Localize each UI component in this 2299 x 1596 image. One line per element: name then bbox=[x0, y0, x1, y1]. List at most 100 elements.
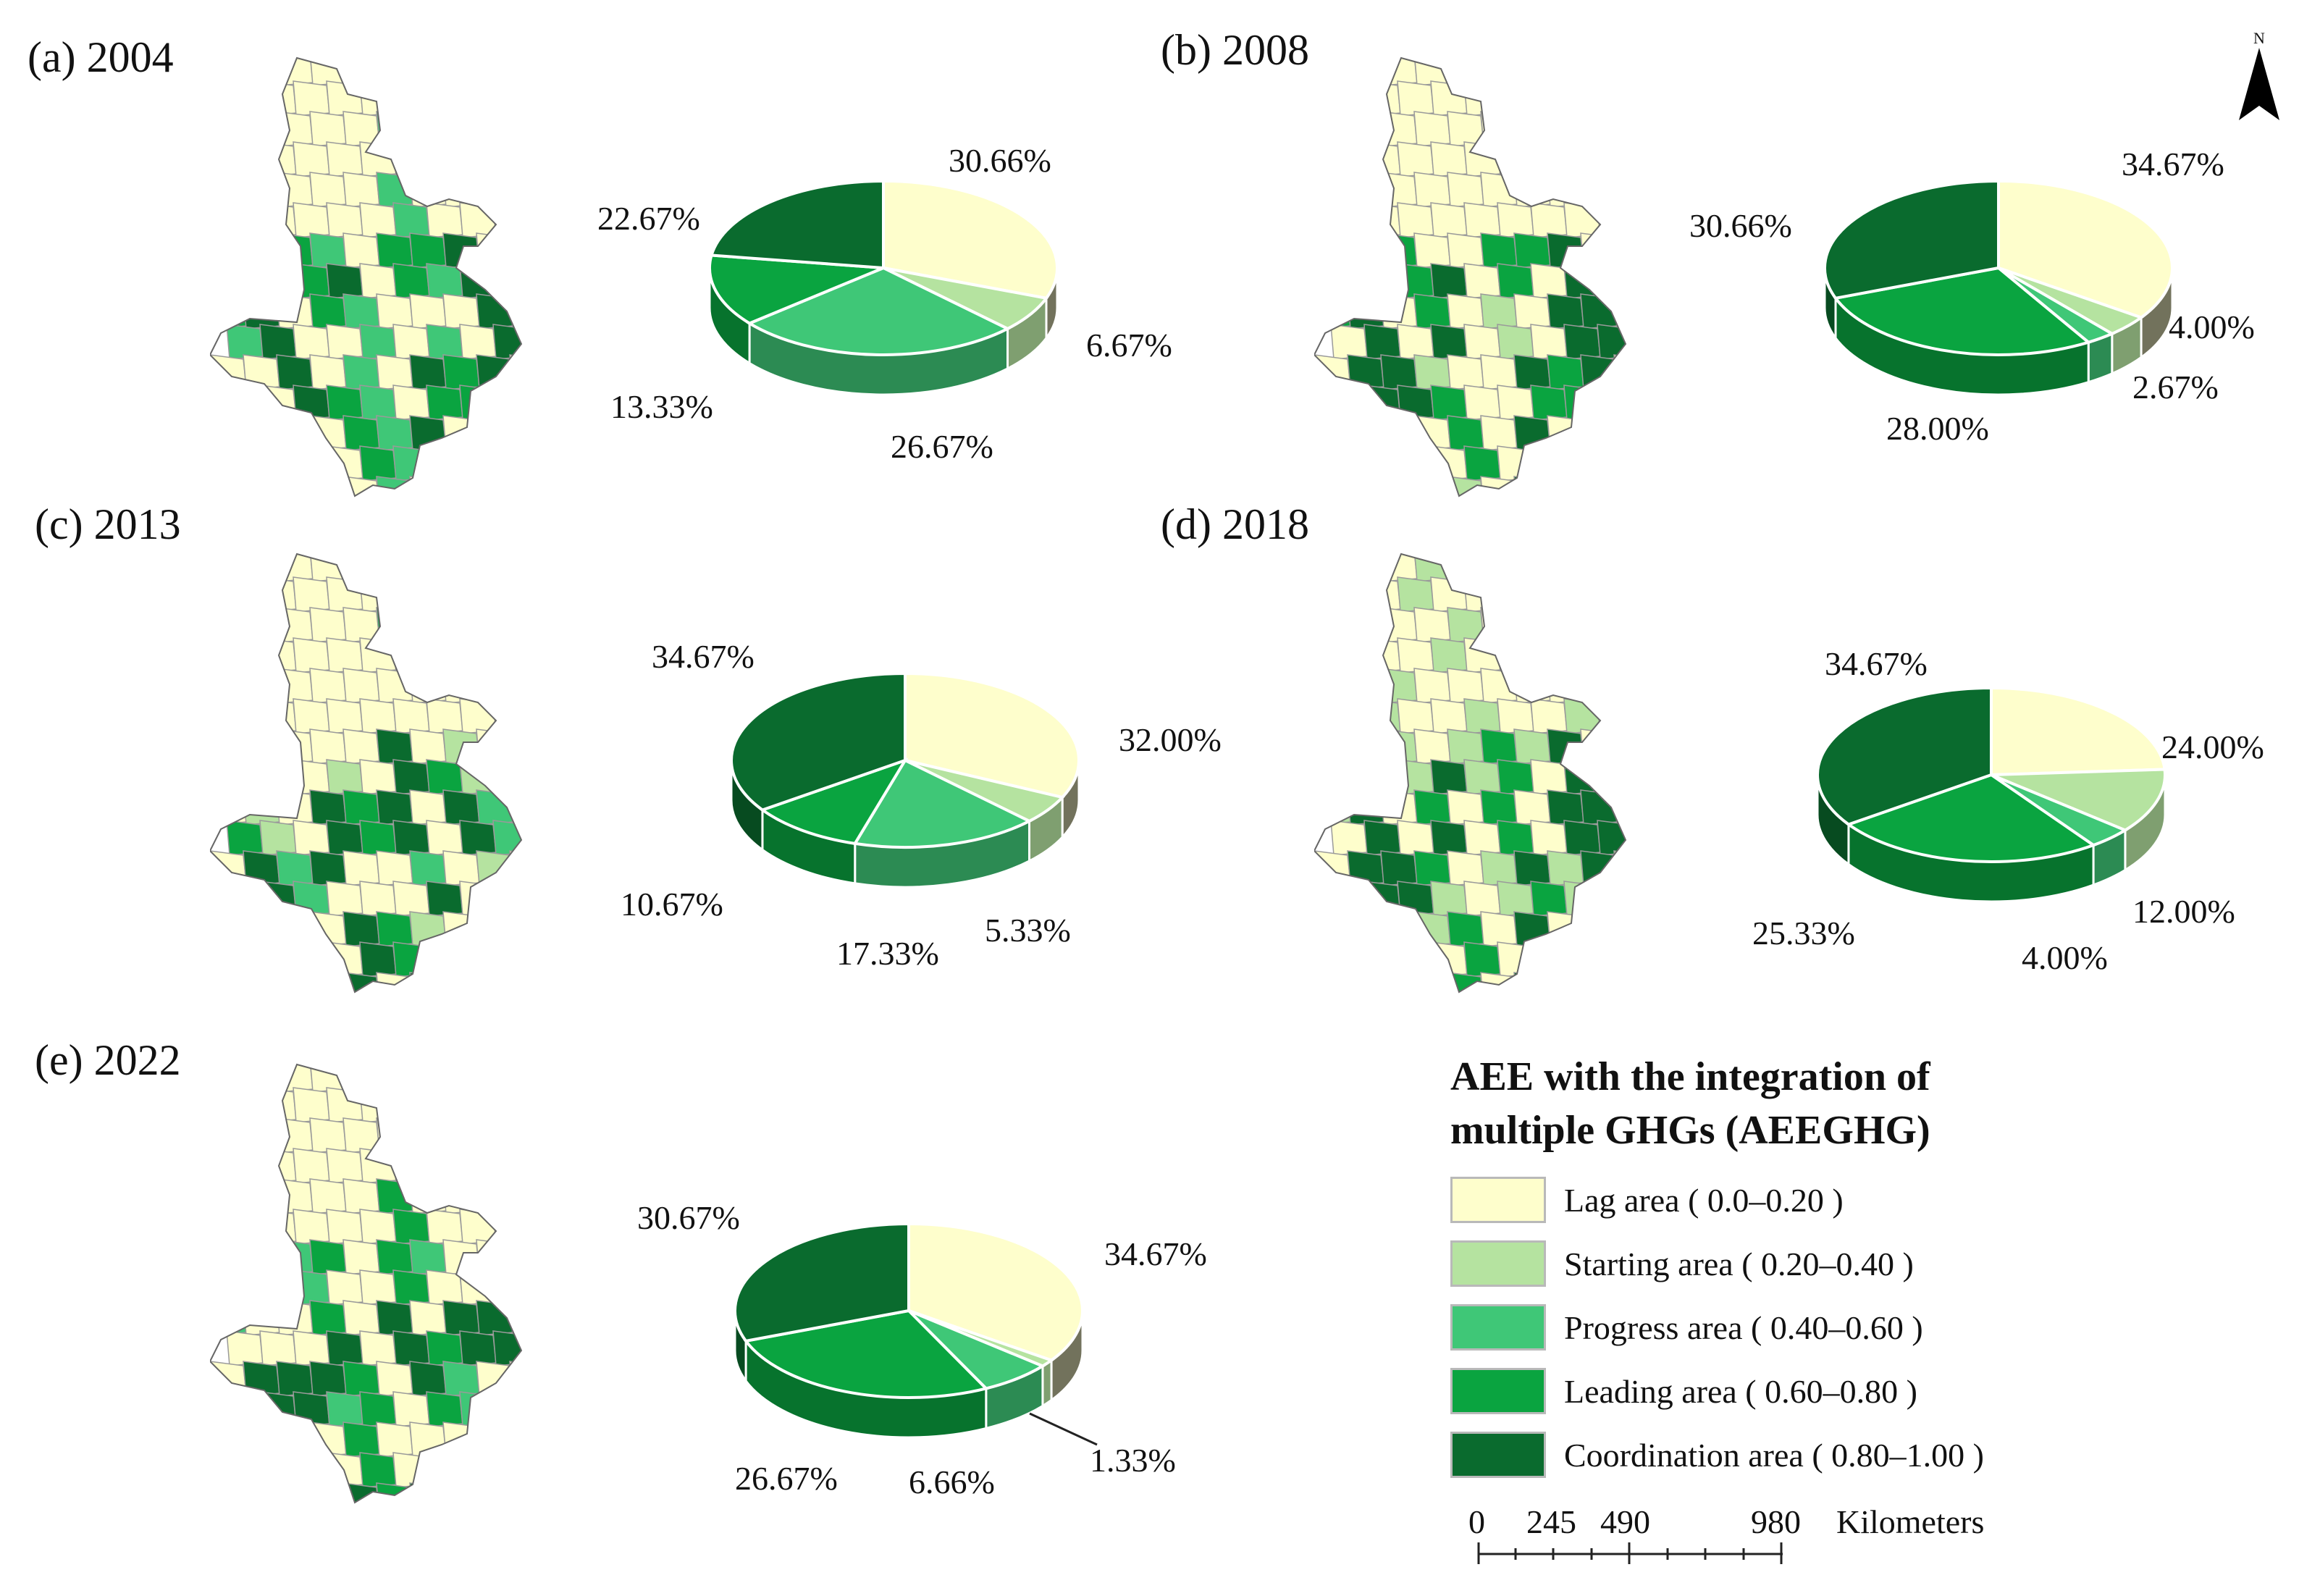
map-2008 bbox=[1314, 56, 1627, 514]
map-region bbox=[342, 111, 380, 147]
map-region bbox=[1530, 385, 1568, 421]
map-region bbox=[459, 445, 497, 482]
map-region bbox=[210, 1178, 247, 1214]
map-region bbox=[492, 80, 521, 117]
map-region bbox=[509, 354, 521, 390]
map-region bbox=[1413, 58, 1451, 86]
map-region bbox=[1380, 58, 1418, 86]
legend-label: Coordination area ( 0.80–1.00 ) bbox=[1564, 1437, 1984, 1474]
map-region bbox=[293, 324, 330, 360]
map-region bbox=[460, 1003, 496, 1010]
map-region bbox=[376, 1178, 413, 1214]
map-region bbox=[1631, 942, 1667, 977]
map-region bbox=[459, 1209, 497, 1245]
map-region bbox=[227, 507, 263, 514]
map-region bbox=[392, 637, 430, 673]
pie-label: 32.00% bbox=[1119, 721, 1222, 758]
map-region bbox=[492, 141, 521, 177]
map-region bbox=[359, 759, 397, 795]
map-region bbox=[1413, 554, 1451, 582]
map-region bbox=[1330, 637, 1368, 673]
map-region bbox=[1380, 607, 1418, 643]
map-region bbox=[1597, 202, 1626, 238]
map-region bbox=[426, 1330, 463, 1366]
map-region bbox=[1413, 293, 1451, 329]
map-region bbox=[1631, 577, 1667, 612]
map-region bbox=[1380, 911, 1418, 947]
map-region bbox=[476, 607, 513, 643]
map-region bbox=[1513, 111, 1551, 147]
map-region bbox=[409, 232, 447, 269]
map-region bbox=[1380, 111, 1418, 147]
map-region bbox=[476, 1421, 513, 1458]
map-region bbox=[243, 1300, 280, 1336]
map-region bbox=[1564, 1003, 1600, 1010]
map-region bbox=[1314, 111, 1351, 147]
map-region bbox=[476, 668, 513, 704]
legend-swatch-coordination bbox=[1450, 1432, 1546, 1478]
map-region bbox=[1613, 789, 1626, 826]
map-region bbox=[326, 263, 363, 299]
map-region bbox=[276, 1300, 314, 1336]
map-region bbox=[1331, 507, 1367, 514]
map-region bbox=[1430, 202, 1468, 238]
map-region bbox=[1480, 111, 1518, 147]
map-region bbox=[309, 58, 347, 86]
map-region bbox=[243, 476, 280, 496]
map-region bbox=[1631, 699, 1667, 734]
map-region bbox=[360, 1513, 396, 1521]
map-region bbox=[509, 476, 521, 496]
map-region bbox=[1513, 232, 1551, 269]
map-region bbox=[226, 324, 264, 360]
map-region bbox=[342, 58, 380, 86]
map-region bbox=[1497, 141, 1534, 177]
pie-slice-leading bbox=[1833, 266, 2092, 356]
map-region bbox=[1580, 668, 1618, 704]
map-region bbox=[409, 1421, 447, 1458]
map-region bbox=[1480, 607, 1518, 643]
map-region bbox=[1613, 293, 1626, 329]
map-region bbox=[442, 476, 480, 496]
map-region bbox=[293, 576, 330, 613]
map-region bbox=[326, 1330, 363, 1366]
map-region bbox=[426, 1391, 463, 1427]
map-region bbox=[1463, 263, 1501, 299]
map-region bbox=[1480, 354, 1518, 390]
map-region bbox=[243, 554, 280, 582]
map-region bbox=[376, 293, 413, 329]
map-region bbox=[459, 1148, 497, 1184]
map-region bbox=[509, 972, 521, 992]
pie-label: 5.33% bbox=[985, 912, 1071, 949]
map-region bbox=[426, 80, 463, 117]
map-region bbox=[210, 58, 247, 86]
map-region bbox=[226, 385, 264, 421]
map-region bbox=[1580, 111, 1618, 147]
map-region bbox=[1430, 637, 1468, 673]
map-region bbox=[276, 850, 314, 886]
map-region bbox=[342, 1482, 380, 1503]
map-region bbox=[326, 141, 363, 177]
map-region bbox=[226, 1452, 264, 1488]
north-arrow: N bbox=[2237, 29, 2281, 131]
map-region bbox=[1597, 576, 1626, 613]
map-region bbox=[1430, 324, 1468, 360]
map-region bbox=[293, 1391, 330, 1427]
map-region bbox=[459, 385, 497, 421]
map-region bbox=[1497, 445, 1534, 482]
map-region bbox=[1513, 972, 1551, 992]
map-region bbox=[1447, 911, 1484, 947]
map-region bbox=[1480, 172, 1518, 208]
map-region bbox=[210, 415, 247, 451]
map-region bbox=[210, 111, 247, 147]
map-region bbox=[326, 881, 363, 917]
pie-label: 34.67% bbox=[652, 638, 755, 675]
pie-label: 34.67% bbox=[1104, 1235, 1207, 1272]
map-region bbox=[1363, 263, 1401, 299]
map-region bbox=[1347, 728, 1384, 765]
map-region bbox=[409, 607, 447, 643]
map-region bbox=[1597, 141, 1626, 177]
map-region bbox=[1330, 698, 1368, 734]
map-region bbox=[1613, 111, 1626, 147]
map-region bbox=[1363, 385, 1401, 421]
map-region bbox=[226, 1269, 264, 1306]
